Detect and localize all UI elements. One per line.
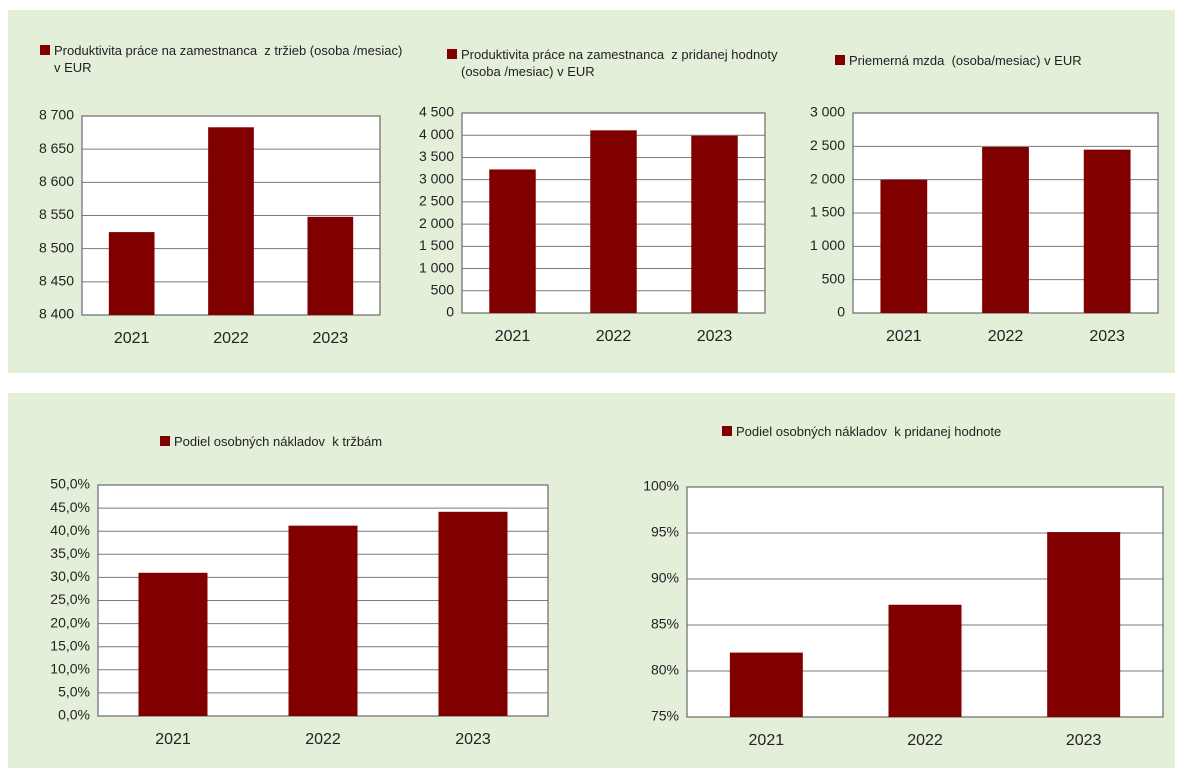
y-tick-label: 40,0% [50, 522, 90, 538]
bar [982, 147, 1029, 313]
y-tick-label: 35,0% [50, 545, 90, 561]
y-tick-label: 30,0% [50, 568, 90, 584]
y-tick-label: 500 [822, 270, 846, 286]
bar [138, 572, 208, 716]
x-tick-label: 2021 [749, 732, 785, 749]
y-tick-label: 4 500 [419, 104, 454, 120]
bar [1083, 149, 1131, 313]
y-tick-label: 1 000 [419, 259, 454, 275]
y-tick-label: 75% [651, 708, 679, 724]
x-tick-label: 2023 [455, 731, 491, 748]
y-tick-label: 2 500 [810, 137, 845, 153]
y-tick-label: 0,0% [58, 707, 90, 723]
legend-swatch [160, 436, 170, 446]
y-tick-label: 5,0% [58, 684, 90, 700]
legend-label: Produktivita práce na zamestnanca z trži… [54, 43, 406, 75]
y-tick-label: 2 500 [419, 193, 454, 209]
y-tick-label: 10,0% [50, 661, 90, 677]
x-tick-label: 2022 [305, 731, 341, 748]
x-tick-label: 2021 [495, 328, 531, 345]
y-tick-label: 3 500 [419, 148, 454, 164]
x-tick-label: 2023 [1089, 328, 1125, 345]
y-tick-label: 8 700 [39, 107, 74, 123]
x-tick-label: 2021 [886, 328, 922, 345]
y-tick-label: 100% [643, 478, 679, 494]
bar [888, 604, 962, 717]
y-tick-label: 4 000 [419, 126, 454, 142]
legend-swatch [835, 55, 845, 65]
x-tick-label: 2023 [1066, 732, 1102, 749]
x-tick-label: 2023 [313, 330, 349, 347]
y-tick-label: 25,0% [50, 591, 90, 607]
legend-label: Priemerná mzda (osoba/mesiac) v EUR [849, 53, 1082, 68]
y-tick-label: 8 500 [39, 239, 74, 255]
y-tick-label: 8 550 [39, 206, 74, 222]
legend-swatch [40, 45, 50, 55]
y-tick-label: 80% [651, 662, 679, 678]
x-tick-label: 2022 [213, 330, 249, 347]
y-tick-label: 500 [431, 281, 455, 297]
y-tick-label: 0 [446, 304, 454, 320]
bar [880, 179, 928, 313]
y-tick-label: 50,0% [50, 476, 90, 492]
y-tick-label: 15,0% [50, 637, 90, 653]
y-tick-label: 0 [837, 304, 845, 320]
x-tick-label: 2021 [114, 330, 150, 347]
y-tick-label: 8 450 [39, 273, 74, 289]
x-tick-label: 2022 [907, 732, 943, 749]
y-tick-label: 3 000 [419, 170, 454, 186]
y-tick-label: 1 000 [810, 237, 845, 253]
y-tick-label: 8 650 [39, 140, 74, 156]
y-tick-label: 1 500 [810, 204, 845, 220]
legend-label: Produktivita práce na zamestnanca z prid… [461, 47, 782, 79]
legend-label: Podiel osobných nákladov k tržbám [174, 434, 383, 449]
legend-entry: Podiel osobných nákladov k pridanej hodn… [722, 423, 1116, 440]
bar [590, 130, 637, 313]
x-tick-label: 2022 [596, 328, 632, 345]
y-tick-label: 85% [651, 616, 679, 632]
y-tick-label: 90% [651, 570, 679, 586]
bar [307, 216, 354, 315]
legend-entry: Podiel osobných nákladov k tržbám [160, 433, 494, 450]
bar [691, 135, 738, 313]
y-tick-label: 95% [651, 524, 679, 540]
bar [729, 652, 803, 717]
legend-entry: Produktivita práce na zamestnanca z trži… [40, 42, 404, 76]
legend-swatch [447, 49, 457, 59]
bar [489, 169, 536, 313]
legend-swatch [722, 426, 732, 436]
y-tick-label: 3 000 [810, 104, 845, 120]
bar [208, 127, 254, 315]
y-tick-label: 2 000 [810, 170, 845, 186]
bar [438, 511, 508, 716]
y-tick-label: 20,0% [50, 614, 90, 630]
x-tick-label: 2023 [697, 328, 733, 345]
bar [108, 232, 155, 315]
bar [1047, 532, 1121, 717]
y-tick-label: 8 400 [39, 306, 74, 322]
legend-label: Podiel osobných nákladov k pridanej hodn… [736, 424, 1002, 439]
y-tick-label: 8 600 [39, 173, 74, 189]
y-tick-label: 2 000 [419, 215, 454, 231]
x-tick-label: 2022 [988, 328, 1024, 345]
y-tick-label: 45,0% [50, 499, 90, 515]
legend-entry: Produktivita práce na zamestnanca z prid… [447, 46, 781, 80]
bar [288, 525, 358, 716]
y-tick-label: 1 500 [419, 237, 454, 253]
legend-entry: Priemerná mzda (osoba/mesiac) v EUR [835, 52, 1179, 69]
x-tick-label: 2021 [155, 731, 191, 748]
